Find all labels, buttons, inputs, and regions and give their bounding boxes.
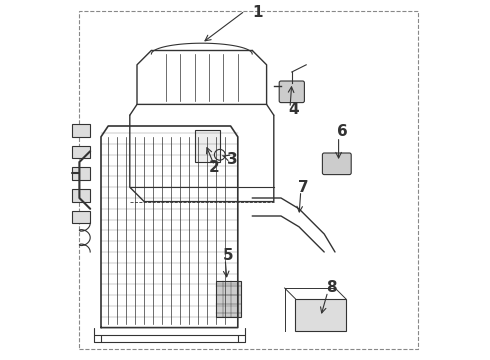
Text: 4: 4 (288, 102, 299, 117)
FancyBboxPatch shape (322, 153, 351, 175)
Bar (195, 130, 220, 162)
Text: 6: 6 (337, 124, 347, 139)
Bar (72, 167, 90, 180)
Text: 5: 5 (222, 248, 233, 263)
Bar (295, 299, 346, 331)
Bar (72, 146, 90, 158)
Bar (72, 189, 90, 202)
FancyBboxPatch shape (279, 81, 304, 103)
Bar (72, 124, 90, 137)
Text: 7: 7 (298, 180, 309, 195)
Text: 1: 1 (252, 5, 263, 20)
Bar (216, 281, 242, 317)
Text: 3: 3 (227, 152, 238, 167)
Text: 8: 8 (326, 280, 337, 296)
Text: 2: 2 (209, 160, 220, 175)
Bar (72, 211, 90, 223)
